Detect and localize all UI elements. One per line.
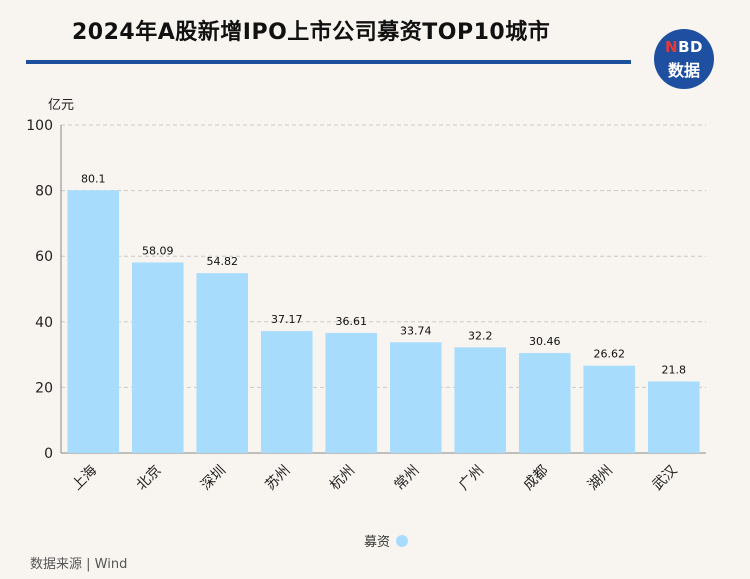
data-label: 58.09 [142, 244, 174, 257]
y-tick-label: 20 [35, 380, 53, 396]
y-tick-label: 60 [35, 249, 53, 265]
legend-label: 募资 [364, 535, 391, 550]
data-label: 33.74 [400, 324, 432, 337]
data-label: 36.61 [336, 315, 368, 328]
title-underline [26, 60, 631, 64]
x-tick-label: 常州 [391, 463, 422, 494]
data-label: 30.46 [529, 335, 561, 348]
bar [196, 273, 249, 453]
x-tick-label: 湖州 [585, 463, 616, 494]
bar [454, 347, 507, 453]
legend-swatch [396, 534, 409, 547]
data-label: 21.8 [662, 363, 687, 376]
y-axis-unit: 亿元 [48, 98, 75, 113]
x-tick-label: 杭州 [327, 463, 358, 494]
x-tick-label: 成都 [520, 463, 551, 494]
bar [583, 365, 636, 453]
x-tick-label: 武汉 [649, 463, 680, 494]
chart-title: 2024年A股新增IPO上市公司募资TOP10城市 [72, 20, 551, 45]
nbd-logo: NBD 数据 [654, 29, 714, 89]
y-tick-label: 0 [44, 446, 53, 462]
bar [389, 342, 442, 453]
data-label: 54.82 [207, 255, 239, 268]
data-label: 37.17 [271, 313, 303, 326]
bar [518, 353, 571, 453]
y-tick-label: 100 [26, 118, 53, 134]
bar [647, 381, 700, 453]
x-tick-label: 深圳 [198, 463, 229, 494]
bar [325, 332, 378, 453]
x-tick-label: 苏州 [262, 463, 293, 494]
y-tick-label: 40 [35, 315, 53, 331]
source-note: 数据来源 | Wind [30, 557, 128, 572]
bar [131, 262, 184, 453]
data-label: 32.2 [468, 329, 493, 342]
x-tick-label: 上海 [69, 463, 100, 494]
data-label: 26.62 [594, 348, 626, 361]
data-label: 80.1 [81, 172, 106, 185]
bar [260, 331, 313, 453]
y-tick-label: 80 [35, 184, 53, 200]
bar [67, 190, 120, 453]
legend: 募资 [364, 531, 409, 550]
x-tick-label: 广州 [456, 463, 487, 494]
x-tick-label: 北京 [133, 463, 164, 494]
